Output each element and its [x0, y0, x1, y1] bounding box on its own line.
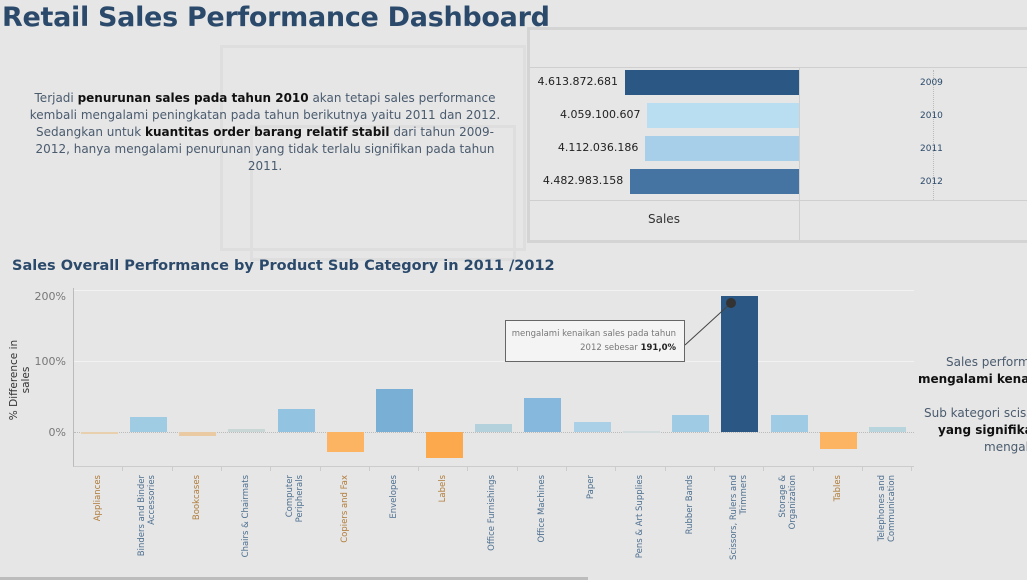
x-tick — [220, 466, 222, 471]
annotation-text: mengalami kenaikan sales pada tahun — [511, 329, 676, 339]
x-tick — [713, 466, 715, 471]
background-frame — [250, 125, 516, 261]
x-tick — [615, 466, 617, 471]
x-tick — [171, 466, 173, 471]
bar-bookcases[interactable] — [179, 432, 217, 436]
year-label: 2009 — [920, 78, 943, 88]
annotation-box: mengalami kenaikan sales pada tahun 2012… — [505, 320, 685, 362]
commentary-line: yang signifikan — [938, 423, 1027, 437]
x-tick — [566, 466, 567, 471]
bar-office-machines[interactable] — [524, 397, 562, 432]
gridline — [74, 290, 914, 291]
sales-value-label: 4.059.100.607 — [559, 108, 641, 121]
x-tick — [861, 466, 863, 471]
chart-header — [530, 30, 1027, 68]
subcategory-bar-chart — [73, 288, 914, 467]
x-tick — [664, 466, 666, 471]
summary-text-part: dari tahun 2009-2012, hanya mengalami pe… — [35, 125, 495, 173]
summary-highlight: kuantitas order barang relatif stabil — [145, 125, 390, 139]
commentary-line: Sub kategori sciss — [924, 406, 1027, 420]
sales-bar-2009[interactable] — [625, 70, 799, 95]
commentary-line: mengala — [984, 440, 1027, 454]
gridline — [74, 361, 914, 362]
annotation-marker — [726, 298, 736, 308]
annotation-value: 191,0% — [640, 343, 676, 353]
year-label: 2011 — [920, 144, 943, 154]
y-tick: 0% — [48, 426, 66, 439]
bar-appliances[interactable] — [80, 432, 118, 434]
summary-text: Terjadi penurunan sales pada tahun 2010 … — [20, 90, 510, 175]
x-tick — [763, 466, 765, 471]
yearly-sales-chart: Sales 4.613.872.681 2009 4.059.100.607 2010… — [527, 27, 1027, 243]
x-tick — [319, 466, 321, 471]
bar-tables[interactable] — [820, 432, 857, 450]
sales-value-label: 4.112.036.186 — [557, 141, 639, 154]
x-tick — [270, 466, 272, 471]
y-tick: 100% — [34, 355, 66, 368]
bar-rubber-bands[interactable] — [672, 414, 710, 432]
x-tick — [812, 466, 814, 471]
year-label: 2012 — [920, 177, 943, 187]
chart-title: Sales Overall Performance by Product Sub… — [12, 258, 555, 274]
bar-paper[interactable] — [573, 422, 611, 432]
bar-binders-and-binder-accessories[interactable] — [129, 417, 167, 432]
bar-pens-art-supplies[interactable] — [622, 431, 660, 433]
x-tick — [516, 466, 518, 471]
bar-labels[interactable] — [425, 432, 463, 459]
summary-text-part: akan tetapi sales performance kembali me… — [29, 91, 501, 122]
commentary-line: mengalami kenaika — [918, 372, 1027, 386]
summary-highlight: penurunan sales pada tahun 2010 — [77, 91, 309, 105]
side-commentary: Sales perform mengalami kenaika Sub kate… — [918, 354, 1027, 456]
x-tick — [122, 466, 124, 471]
annotation-text: 2012 sebesar — [580, 343, 641, 353]
sales-bar-2011[interactable] — [645, 136, 799, 161]
bar-computer-peripherals[interactable] — [277, 409, 315, 432]
sales-value-label: 4.482.983.158 — [542, 174, 624, 187]
bar-chairs-chairmats[interactable] — [228, 429, 266, 432]
zero-line — [74, 432, 914, 433]
bar-scissors-rulers-and-trimmers[interactable] — [721, 296, 759, 432]
summary-text-part: Terjadi — [34, 91, 78, 105]
year-label: 2010 — [920, 111, 943, 121]
x-tick — [418, 466, 420, 471]
bar-envelopes[interactable] — [376, 388, 414, 432]
horizontal-scrollbar[interactable] — [0, 577, 588, 580]
bar-copiers-and-fax[interactable] — [327, 432, 364, 452]
y-tick: 200% — [34, 290, 66, 303]
gridline — [933, 70, 934, 200]
x-tick — [368, 466, 370, 471]
sales-value-label: 4.613.872.681 — [537, 75, 618, 88]
divider — [799, 67, 800, 240]
sales-bar-2010[interactable] — [647, 103, 799, 128]
bar-office-furnishings[interactable] — [474, 424, 512, 432]
chart-footer — [530, 200, 1027, 241]
bar-storage-organization[interactable] — [770, 414, 808, 432]
x-axis-label: Sales — [648, 212, 680, 226]
summary-text-part: Sedangkan untuk — [36, 125, 146, 139]
background-frame — [220, 45, 526, 251]
x-tick — [467, 466, 469, 471]
sales-bar-2012[interactable] — [630, 169, 799, 194]
x-tick — [911, 466, 913, 471]
dashboard-title: Retail Sales Performance Dashboard — [2, 2, 550, 33]
commentary-line: Sales perform — [946, 355, 1027, 369]
bar-telephones-and-communication[interactable] — [869, 427, 907, 432]
